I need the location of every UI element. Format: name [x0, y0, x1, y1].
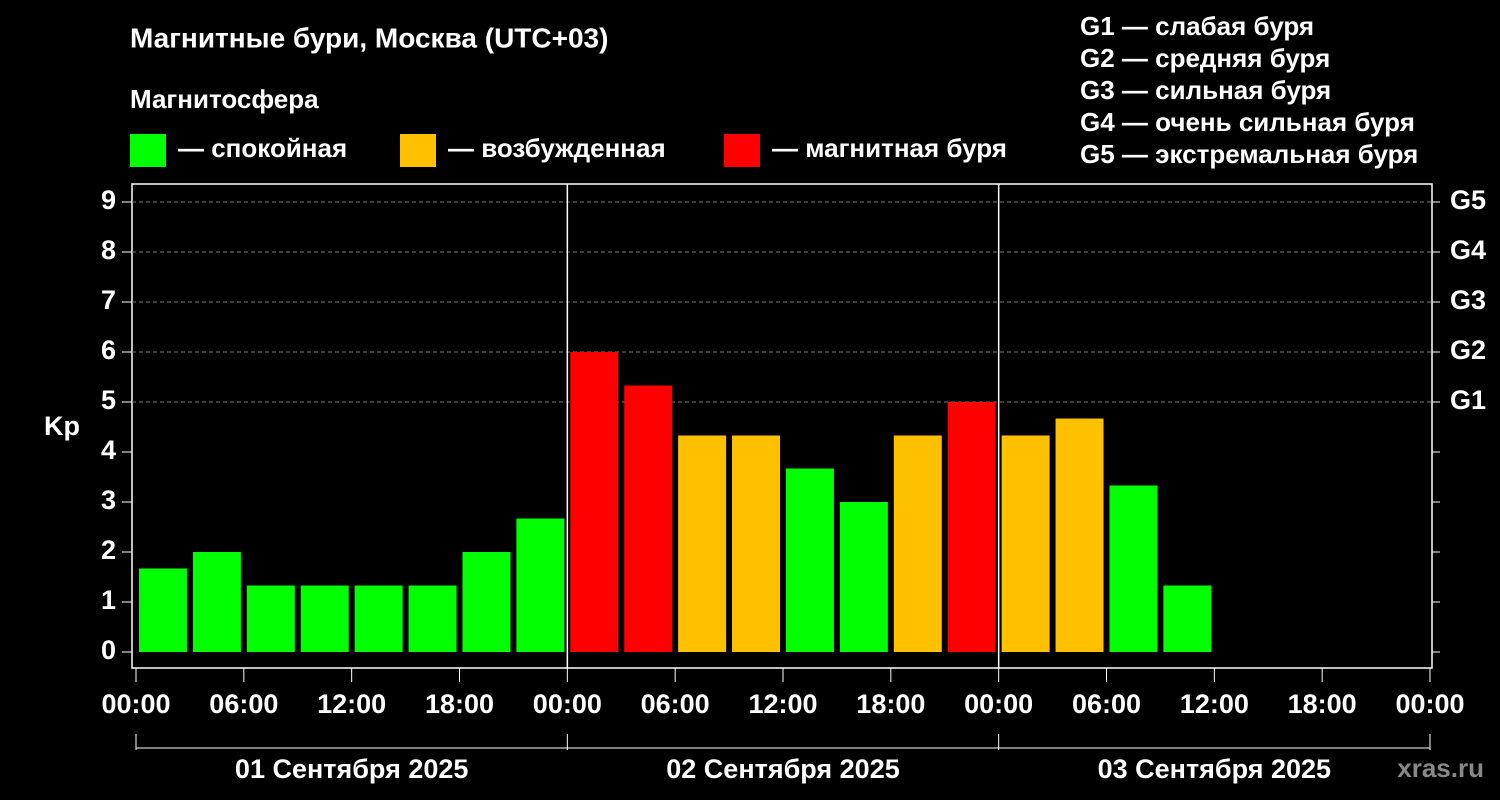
bar	[893, 435, 942, 652]
bar	[1109, 485, 1158, 652]
x-tick-label: 00:00	[533, 689, 602, 719]
bar	[1055, 418, 1104, 652]
legend-swatch	[724, 134, 760, 167]
y2-tick-label: G3	[1450, 285, 1486, 315]
y-tick-label: 1	[101, 585, 116, 615]
plot-area	[131, 183, 1433, 669]
g-scale-item: G5 — экстремальная буря	[1080, 139, 1418, 169]
x-tick-label: 18:00	[856, 689, 925, 719]
x-tick-label: 00:00	[101, 689, 170, 719]
y2-tick-label: G1	[1450, 385, 1486, 415]
x-tick-label: 18:00	[1288, 689, 1357, 719]
bar	[138, 568, 187, 652]
y-tick-label: 3	[101, 485, 116, 515]
x-tick-label: 12:00	[748, 689, 817, 719]
g-scale-item: G3 — сильная буря	[1080, 75, 1331, 105]
y-tick-label: 6	[101, 335, 116, 365]
day-label: 03 Сентября 2025	[1098, 754, 1331, 784]
bar	[516, 518, 565, 652]
x-tick-label: 12:00	[317, 689, 386, 719]
bar	[570, 352, 619, 652]
bar	[732, 435, 781, 652]
legend-label: — магнитная буря	[772, 133, 1007, 163]
y-axis-label: Kp	[44, 411, 80, 441]
day-label: 01 Сентября 2025	[235, 754, 468, 784]
bar	[246, 585, 295, 652]
g-scale-item: G4 — очень сильная буря	[1080, 107, 1415, 137]
chart-subtitle: Магнитосфера	[130, 84, 319, 114]
x-tick-label: 06:00	[1072, 689, 1141, 719]
bar	[408, 585, 457, 652]
y-tick-label: 8	[101, 235, 116, 265]
day-label: 02 Сентября 2025	[666, 754, 899, 784]
y2-tick-label: G5	[1450, 185, 1486, 215]
x-tick-label: 00:00	[964, 689, 1033, 719]
g-scale-item: G2 — средняя буря	[1080, 43, 1330, 73]
x-tick-label: 06:00	[641, 689, 710, 719]
y-tick-label: 7	[101, 285, 116, 315]
chart-title: Магнитные бури, Москва (UTC+03)	[130, 22, 608, 53]
watermark: xras.ru	[1397, 753, 1484, 783]
y-tick-label: 0	[101, 635, 116, 665]
bar	[1001, 435, 1050, 652]
y-tick-label: 5	[101, 385, 116, 415]
bar	[839, 502, 888, 652]
bar	[947, 402, 996, 652]
bar	[192, 552, 241, 652]
legend-label: — спокойная	[178, 133, 347, 163]
bar	[300, 585, 349, 652]
bar	[678, 435, 727, 652]
x-tick-label: 18:00	[425, 689, 494, 719]
bar	[1163, 585, 1212, 652]
x-tick-label: 12:00	[1180, 689, 1249, 719]
y-tick-label: 2	[101, 535, 116, 565]
legend-swatch	[400, 134, 436, 167]
bar	[785, 468, 834, 652]
x-tick-label: 06:00	[209, 689, 278, 719]
legend-label: — возбужденная	[448, 133, 666, 163]
y-tick-label: 4	[101, 435, 116, 465]
bar	[462, 552, 511, 652]
y2-tick-label: G4	[1450, 235, 1486, 265]
g-scale-item: G1 — слабая буря	[1080, 11, 1314, 41]
x-tick-label: 00:00	[1395, 689, 1464, 719]
y2-tick-label: G2	[1450, 335, 1486, 365]
bar	[354, 585, 403, 652]
y-tick-label: 9	[101, 185, 116, 215]
legend-swatch	[130, 134, 166, 167]
bar	[624, 385, 673, 652]
